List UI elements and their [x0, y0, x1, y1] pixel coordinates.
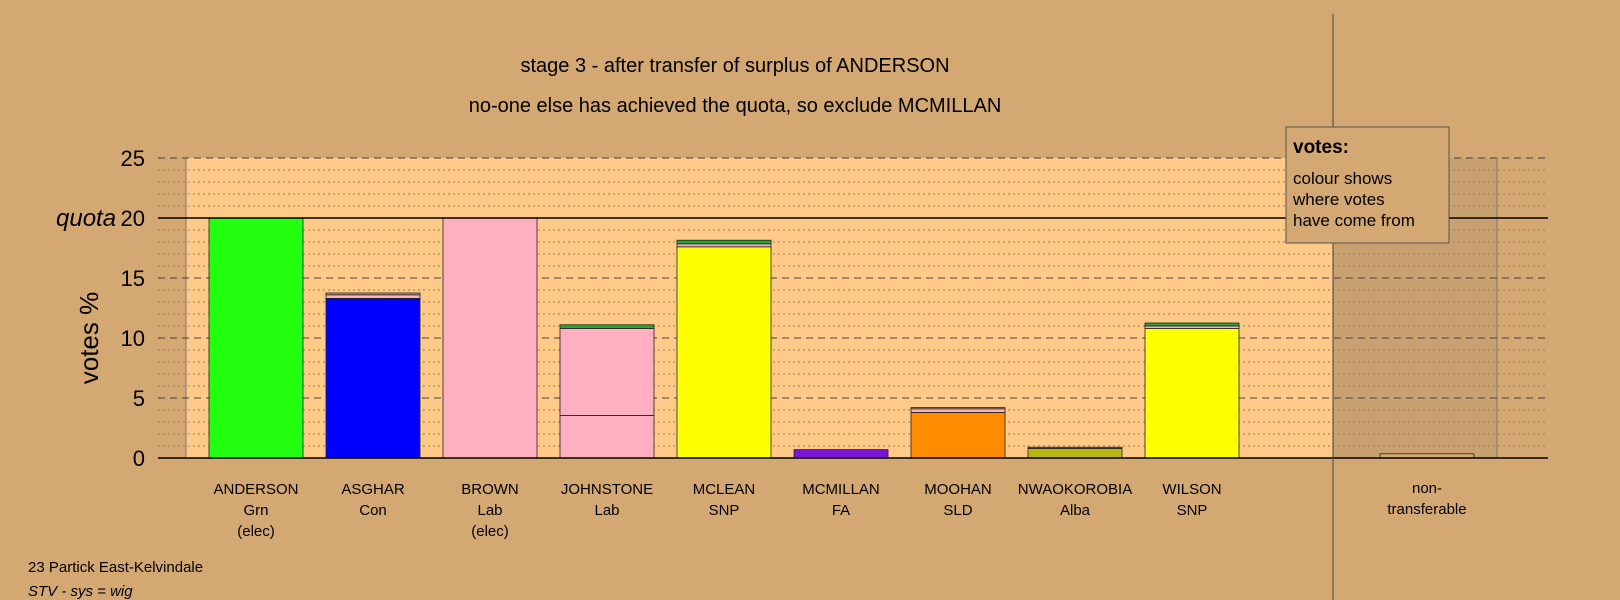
- legend-line-3: have come from: [1293, 211, 1415, 230]
- bar-mclean: [676, 239, 772, 459]
- y-tick-label: 0: [133, 446, 145, 471]
- x-label-name: ASGHAR: [341, 481, 405, 498]
- bar-segment: [1144, 327, 1240, 459]
- bars: [208, 217, 1475, 459]
- y-tick-label: 25: [121, 146, 145, 171]
- x-axis-labels: ANDERSON Grn (elec) ASGHAR Con BROWN Lab (elec)…: [213, 480, 1466, 540]
- y-axis-title: votes %: [74, 292, 104, 385]
- x-label-party: Lab: [477, 502, 502, 519]
- bar-segment: [676, 243, 772, 248]
- bar-segment: [325, 297, 421, 459]
- y-tick-label: 10: [121, 326, 145, 351]
- legend-title: votes:: [1293, 137, 1349, 158]
- x-label-party: FA: [832, 502, 850, 519]
- x-label-name: MOOHAN: [924, 481, 992, 498]
- bar-anderson: [208, 217, 304, 459]
- chart-subtitle: no-one else has achieved the quota, so e…: [469, 95, 1002, 117]
- x-label-name: BROWN: [461, 481, 519, 498]
- x-label-party: Con: [359, 502, 387, 519]
- bar-wilson: [1144, 322, 1240, 459]
- y-tick-label: 15: [121, 266, 145, 291]
- legend: votes: colour shows where votes have com…: [1285, 126, 1450, 244]
- x-label-name: MCMILLAN: [802, 481, 880, 498]
- bar-segment: [910, 411, 1006, 459]
- bar-segment: [910, 408, 1006, 413]
- y-tick-label: 20: [121, 206, 145, 231]
- quota-label: quota: [56, 205, 116, 232]
- bar-segment: [559, 327, 655, 416]
- x-label-name: NWAOKOROBIA: [1018, 481, 1132, 498]
- bar-segment: [208, 217, 304, 459]
- bar-segment: [325, 294, 421, 299]
- bar-segment: [325, 292, 421, 296]
- bar-mcmillan: [793, 449, 889, 459]
- x-label-party: SNP: [1177, 502, 1208, 519]
- legend-line-1: colour shows: [1293, 169, 1392, 188]
- x-label-name: JOHNSTONE: [561, 481, 653, 498]
- bar-segment: [910, 407, 1006, 410]
- x-label-party: Alba: [1060, 502, 1091, 519]
- x-label-name: ANDERSON: [213, 481, 298, 498]
- x-label-name: MCLEAN: [693, 481, 756, 498]
- x-label-nontransferable: non-: [1412, 480, 1442, 497]
- footer-system: STV - sys = wig: [28, 583, 133, 600]
- bar-segment: [793, 449, 889, 459]
- x-label-status: (elec): [237, 523, 275, 540]
- legend-line-2: where votes: [1292, 190, 1385, 209]
- chart-title: stage 3 - after transfer of surplus of A…: [520, 55, 949, 77]
- bar-segment: [1027, 446, 1123, 449]
- footer-constituency: 23 Partick East-Kelvindale: [28, 559, 203, 576]
- bar-segment: [676, 246, 772, 459]
- bar-segment: [1144, 322, 1240, 327]
- bar-asghar: [325, 292, 421, 459]
- bar-segment: [1027, 447, 1123, 459]
- bar-nwaokorobia: [1027, 446, 1123, 459]
- x-label-nontransferable: transferable: [1387, 501, 1466, 518]
- y-tick-label: 5: [133, 386, 145, 411]
- bar-brown: [442, 217, 538, 459]
- x-label-party: SNP: [709, 502, 740, 519]
- bar-segment: [559, 414, 655, 459]
- x-label-party: Grn: [243, 502, 268, 519]
- x-label-name: WILSON: [1162, 481, 1221, 498]
- legend-box: [1285, 126, 1450, 244]
- bar-segment: [676, 239, 772, 245]
- x-label-party: SLD: [943, 502, 972, 519]
- bar-segment: [559, 324, 655, 329]
- bar-segment: [442, 217, 538, 459]
- bar-moohan: [910, 407, 1006, 459]
- x-label-party: Lab: [594, 502, 619, 519]
- x-label-status: (elec): [471, 523, 509, 540]
- bar-johnstone: [559, 324, 655, 459]
